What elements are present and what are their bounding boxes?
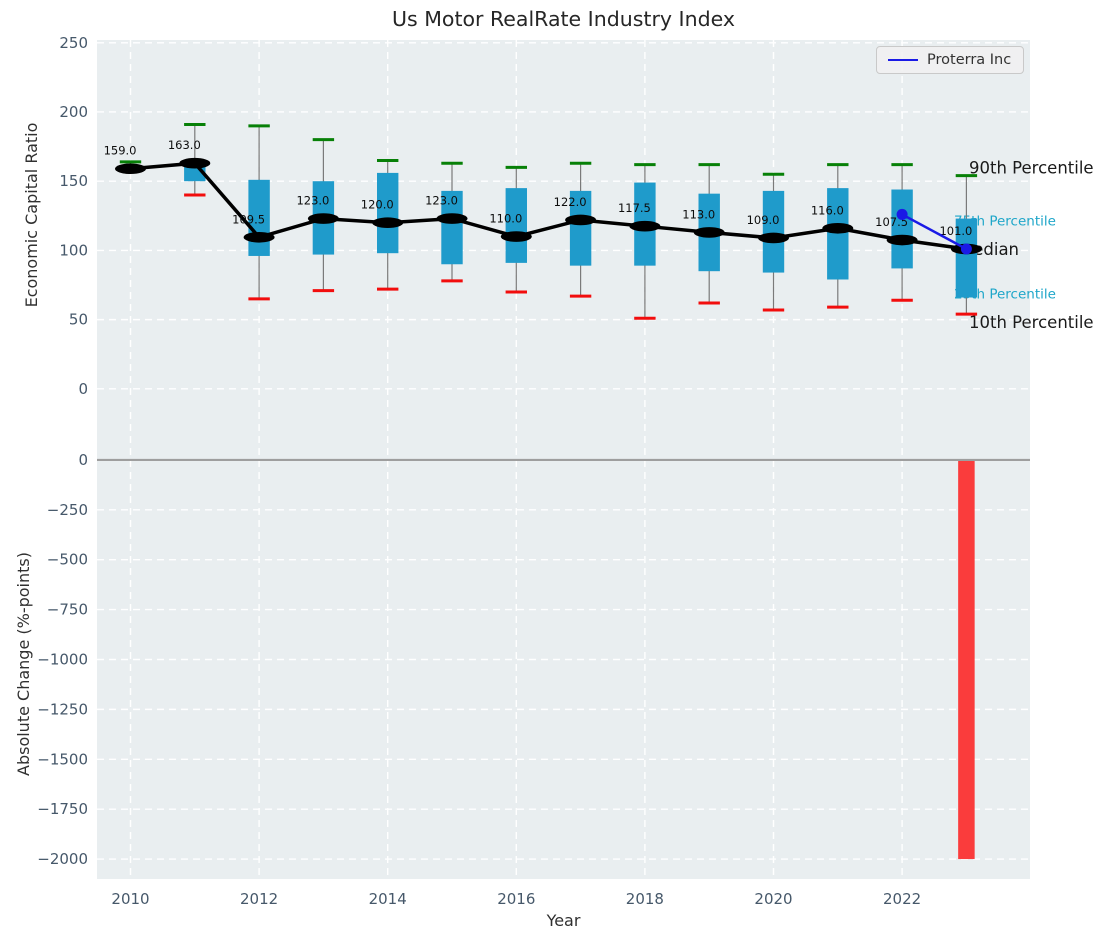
ytick-top-150: 150 (59, 172, 88, 190)
median-marker-2014 (372, 217, 404, 229)
iqr-box-2023 (955, 218, 978, 298)
iqr-box-2015 (441, 190, 463, 265)
median-marker-2019 (693, 227, 725, 238)
iqr-box-2020 (762, 190, 785, 273)
ytick-top-0: 0 (78, 380, 88, 398)
median-value-label-2011: 163.0 (168, 138, 201, 152)
median-marker-2016 (500, 231, 532, 242)
median-marker-2021 (822, 222, 854, 234)
annotation-90th-percentile: 90th Percentile (969, 159, 1094, 178)
median-value-label-2020: 109.0 (747, 213, 780, 227)
ytick-bottom-−1750: −1750 (37, 800, 88, 818)
median-marker-2017 (565, 214, 597, 226)
y-axis-label-bottom: Absolute Change (%-points) (14, 552, 33, 776)
median-marker-2015 (436, 213, 468, 224)
median-value-label-2021: 116.0 (811, 203, 844, 217)
ytick-bottom-−1500: −1500 (37, 750, 88, 768)
ytick-top-100: 100 (59, 241, 88, 259)
median-marker-2020 (758, 232, 789, 244)
company-point-2023 (960, 243, 972, 255)
legend-label: Proterra Inc (927, 52, 1012, 68)
xtick-2022: 2022 (883, 890, 921, 908)
iqr-box-2022 (891, 189, 913, 269)
company-line (901, 213, 967, 251)
ytick-bottom-−250: −250 (47, 501, 88, 519)
annotation-10th-percentile: 10th Percentile (969, 313, 1094, 332)
ytick-bottom-−750: −750 (47, 601, 88, 619)
iqr-box-2016 (505, 188, 527, 263)
y-axis-label-top: Economic Capital Ratio (22, 122, 41, 308)
ytick-bottom-−500: −500 (47, 551, 88, 569)
ytick-bottom-−1250: −1250 (37, 700, 88, 718)
xtick-2016: 2016 (497, 890, 535, 908)
median-value-label-2010: 159.0 (104, 144, 137, 158)
iqr-box-2017 (569, 190, 592, 266)
median-value-label-2018: 117.5 (618, 201, 651, 215)
xtick-2012: 2012 (240, 890, 278, 908)
median-value-label-2015: 123.0 (425, 194, 458, 208)
annotation-25th-percentile: 25th Percentile (954, 286, 1056, 302)
annotation-75th-percentile: 75th Percentile (954, 214, 1056, 230)
median-value-label-2014: 120.0 (361, 198, 394, 212)
iqr-box-2021 (827, 188, 849, 280)
ytick-bottom-−1000: −1000 (37, 650, 88, 668)
median-value-label-2019: 113.0 (682, 207, 715, 221)
xtick-2010: 2010 (111, 890, 149, 908)
legend: Proterra Inc (876, 46, 1024, 74)
ytick-bottom-0: 0 (78, 451, 88, 469)
ytick-top-250: 250 (59, 34, 88, 52)
x-axis-label: Year (546, 911, 581, 930)
median-marker-2010 (115, 163, 146, 175)
xtick-2014: 2014 (369, 890, 407, 908)
chart-title: Us Motor RealRate Industry Index (392, 7, 735, 31)
median-marker-2011 (179, 157, 211, 169)
median-value-label-2017: 122.0 (554, 195, 587, 209)
legend-line-sample (888, 59, 918, 61)
change-bar-2023 (958, 459, 975, 860)
ytick-top-50: 50 (69, 311, 88, 329)
median-marker-2022 (886, 234, 918, 246)
company-point-2022 (896, 208, 908, 220)
xtick-2018: 2018 (626, 890, 664, 908)
median-value-label-2016: 110.0 (489, 212, 522, 226)
median-marker-2018 (629, 220, 661, 232)
median-value-label-2013: 123.0 (296, 194, 329, 208)
median-marker-2012 (243, 231, 275, 243)
median-value-label-2023: 101.0 (939, 224, 972, 238)
median-marker-2013 (307, 213, 339, 224)
iqr-box-2014 (377, 172, 399, 254)
ytick-bottom-−2000: −2000 (37, 850, 88, 868)
xtick-2020: 2020 (754, 890, 792, 908)
median-value-label-2012: 109.5 (232, 212, 265, 226)
ytick-top-200: 200 (59, 103, 88, 121)
